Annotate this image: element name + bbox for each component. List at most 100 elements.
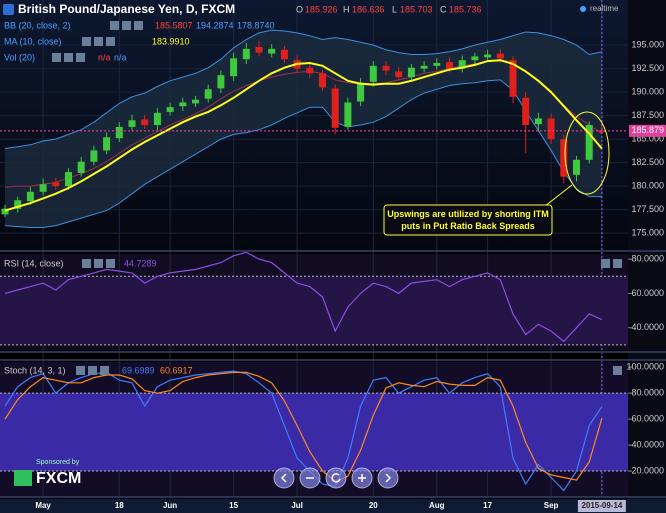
- candle-body: [268, 48, 276, 54]
- ohlc-value: 185.736: [449, 4, 482, 14]
- candle-body: [420, 65, 428, 69]
- annotation-ellipse: [564, 111, 610, 195]
- candle-body: [382, 65, 390, 71]
- candle-body: [585, 125, 593, 160]
- candle-body: [204, 89, 212, 99]
- settings-icon[interactable]: [52, 53, 61, 62]
- nav-prev[interactable]: [273, 467, 295, 489]
- settings-icon[interactable]: [110, 21, 119, 30]
- legend-value: 185.5807: [155, 20, 193, 30]
- candle-body: [509, 60, 517, 97]
- rsi-tick-label: 60.0000: [631, 288, 664, 298]
- legend-vol[interactable]: Vol (20): [4, 52, 35, 62]
- candle-body: [115, 126, 123, 139]
- annotation: Upswings are utilized by shorting ITM pu…: [387, 209, 549, 231]
- candle-body: [471, 56, 479, 61]
- price-axis: [628, 0, 666, 499]
- stoch-tick-label: 60.0000: [631, 413, 664, 423]
- nav-reset[interactable]: [325, 467, 347, 489]
- sponsor-brand: FXCM: [36, 470, 81, 487]
- visibility-icon[interactable]: [64, 53, 73, 62]
- candle-body: [458, 60, 466, 69]
- annotation-box: [383, 204, 553, 236]
- chart-title: British Pound/Japanese Yen, D, FXCM: [18, 2, 235, 16]
- visibility-icon[interactable]: [94, 37, 103, 46]
- legend-value: 194.2874: [196, 20, 234, 30]
- stoch-tick-label: 40.0000: [631, 439, 664, 449]
- candle-body: [369, 65, 377, 82]
- y-tick-label: 195.000: [631, 39, 664, 49]
- ohlc-letter: O: [296, 4, 303, 14]
- candle-body: [407, 67, 415, 78]
- candle-body: [395, 71, 403, 78]
- symbol-icon[interactable]: [3, 4, 14, 15]
- x-tick-label: 18: [115, 501, 124, 510]
- close-icon[interactable]: [134, 21, 143, 30]
- stoch-d-value: 60.6917: [160, 365, 193, 375]
- sponsor-text: Sponsored by: [36, 459, 80, 466]
- close-icon[interactable]: [100, 366, 109, 375]
- close-icon[interactable]: [106, 37, 115, 46]
- ohlc-letter: L: [392, 4, 397, 14]
- panel-icon[interactable]: [613, 259, 622, 268]
- y-tick-label: 180.000: [631, 181, 664, 191]
- x-tick-label: Jun: [163, 501, 177, 510]
- ohlc-value: 185.926: [305, 4, 338, 14]
- x-tick-label: 17: [483, 501, 492, 510]
- stoch-tick-label: 20.0000: [631, 465, 664, 475]
- visibility-icon[interactable]: [88, 366, 97, 375]
- sponsor-logo: [14, 470, 32, 486]
- annotation-wrap: Upswings are utilized by shorting ITM pu…: [387, 209, 549, 231]
- y-tick-label: 187.500: [631, 110, 664, 120]
- last-price-label: 185.879: [631, 125, 664, 135]
- y-tick-label: 175.000: [631, 228, 664, 238]
- header: British Pound/Japanese Yen, D, FXCM O 18…: [3, 2, 622, 375]
- candle-body: [166, 107, 174, 112]
- time-axis: [0, 499, 666, 513]
- nav-next[interactable]: [377, 467, 399, 489]
- stoch-tick-label: 80.0000: [631, 388, 664, 398]
- glyph: [280, 473, 287, 483]
- panel-icon[interactable]: [613, 366, 622, 375]
- realtime-dot: [580, 6, 586, 12]
- candle-body: [65, 172, 72, 187]
- stoch-title[interactable]: Stoch (14, 3, 1): [4, 365, 66, 375]
- x-tick-label: Sep: [544, 501, 559, 510]
- legend-value: 178.8740: [237, 20, 275, 30]
- visibility-icon[interactable]: [94, 259, 103, 268]
- candle-body: [433, 62, 441, 66]
- legend-value: n/a: [114, 52, 127, 62]
- candle-body: [280, 49, 288, 60]
- legend-icons: [52, 21, 622, 375]
- settings-icon[interactable]: [82, 259, 91, 268]
- glyph: [385, 473, 392, 483]
- panel-icon[interactable]: [601, 259, 610, 268]
- legend-value: 183.9910: [152, 36, 190, 46]
- candle-body: [560, 139, 568, 177]
- legend-ma[interactable]: MA (10, close): [4, 36, 62, 46]
- candle-body: [242, 48, 250, 60]
- candle-body: [1, 208, 9, 215]
- candle-body: [26, 191, 34, 202]
- rsi-title[interactable]: RSI (14, close): [4, 258, 64, 268]
- rsi-value: 44.7289: [124, 258, 157, 268]
- ohlc-letter: C: [440, 4, 447, 14]
- candle-body: [357, 82, 365, 102]
- candle-body: [522, 97, 530, 126]
- visibility-icon[interactable]: [122, 21, 131, 30]
- ma-line: [4, 59, 603, 212]
- legend-bb[interactable]: BB (20, close, 2): [4, 20, 71, 30]
- close-icon[interactable]: [76, 53, 85, 62]
- candle-body: [534, 118, 542, 125]
- settings-icon[interactable]: [76, 366, 85, 375]
- rsi-line: [4, 251, 603, 343]
- glyph: [358, 474, 366, 482]
- settings-icon[interactable]: [82, 37, 91, 46]
- bb-upper: [4, 29, 603, 149]
- candle-body: [39, 184, 47, 192]
- candle-body: [128, 120, 136, 127]
- close-icon[interactable]: [106, 259, 115, 268]
- candle-body: [103, 137, 111, 151]
- last-price-tag: [629, 124, 666, 137]
